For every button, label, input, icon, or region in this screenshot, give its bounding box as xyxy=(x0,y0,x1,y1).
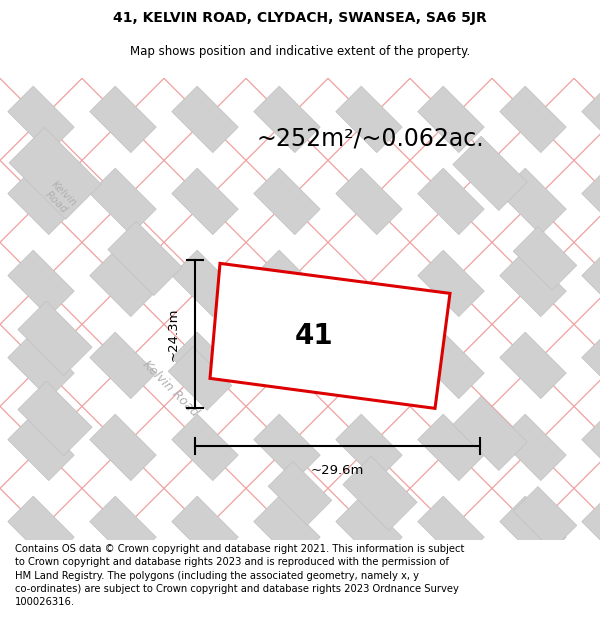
Text: Kelvin
Road: Kelvin Road xyxy=(41,180,79,217)
Polygon shape xyxy=(18,301,92,376)
Polygon shape xyxy=(418,496,484,562)
Polygon shape xyxy=(90,250,156,317)
Polygon shape xyxy=(582,168,600,234)
Polygon shape xyxy=(90,496,156,562)
Text: Kelvin Road: Kelvin Road xyxy=(139,357,200,419)
Text: 41, KELVIN ROAD, CLYDACH, SWANSEA, SA6 5JR: 41, KELVIN ROAD, CLYDACH, SWANSEA, SA6 5… xyxy=(113,11,487,25)
Polygon shape xyxy=(172,86,238,152)
Polygon shape xyxy=(172,168,238,234)
Polygon shape xyxy=(90,414,156,481)
Polygon shape xyxy=(168,346,232,410)
Polygon shape xyxy=(254,496,320,562)
Polygon shape xyxy=(418,414,484,481)
Polygon shape xyxy=(418,86,484,152)
Polygon shape xyxy=(268,461,332,525)
Polygon shape xyxy=(513,226,577,290)
Polygon shape xyxy=(500,86,566,152)
Text: 41: 41 xyxy=(295,322,333,350)
Polygon shape xyxy=(8,168,74,234)
Polygon shape xyxy=(8,496,74,562)
Polygon shape xyxy=(336,496,402,562)
Polygon shape xyxy=(18,381,92,456)
Text: Contains OS data © Crown copyright and database right 2021. This information is : Contains OS data © Crown copyright and d… xyxy=(15,544,464,607)
Polygon shape xyxy=(90,332,156,399)
Polygon shape xyxy=(9,127,101,219)
Polygon shape xyxy=(336,168,402,234)
Polygon shape xyxy=(453,136,527,211)
Polygon shape xyxy=(418,168,484,234)
Polygon shape xyxy=(582,332,600,399)
Polygon shape xyxy=(254,168,320,234)
Text: Map shows position and indicative extent of the property.: Map shows position and indicative extent… xyxy=(130,44,470,58)
Polygon shape xyxy=(582,250,600,317)
Polygon shape xyxy=(254,250,320,317)
Polygon shape xyxy=(172,496,238,562)
Polygon shape xyxy=(8,86,74,152)
Polygon shape xyxy=(500,496,566,562)
Polygon shape xyxy=(500,332,566,399)
Polygon shape xyxy=(336,414,402,481)
Polygon shape xyxy=(172,414,238,481)
Polygon shape xyxy=(254,86,320,152)
Polygon shape xyxy=(172,332,238,399)
Polygon shape xyxy=(582,414,600,481)
Polygon shape xyxy=(254,414,320,481)
Polygon shape xyxy=(500,168,566,234)
Text: ~29.6m: ~29.6m xyxy=(311,464,364,478)
Polygon shape xyxy=(500,250,566,317)
Polygon shape xyxy=(500,414,566,481)
Polygon shape xyxy=(336,86,402,152)
Polygon shape xyxy=(8,332,74,399)
Polygon shape xyxy=(90,168,156,234)
Text: ~24.3m: ~24.3m xyxy=(167,308,179,361)
Polygon shape xyxy=(418,250,484,317)
Polygon shape xyxy=(453,396,527,471)
Polygon shape xyxy=(108,221,182,296)
Polygon shape xyxy=(582,496,600,562)
Text: ~252m²/~0.062ac.: ~252m²/~0.062ac. xyxy=(256,126,484,151)
Polygon shape xyxy=(8,250,74,317)
Polygon shape xyxy=(343,456,417,531)
Polygon shape xyxy=(582,86,600,152)
Polygon shape xyxy=(8,414,74,481)
Polygon shape xyxy=(418,332,484,399)
Polygon shape xyxy=(90,86,156,152)
Polygon shape xyxy=(210,263,450,408)
Polygon shape xyxy=(513,486,577,550)
Polygon shape xyxy=(172,250,238,317)
